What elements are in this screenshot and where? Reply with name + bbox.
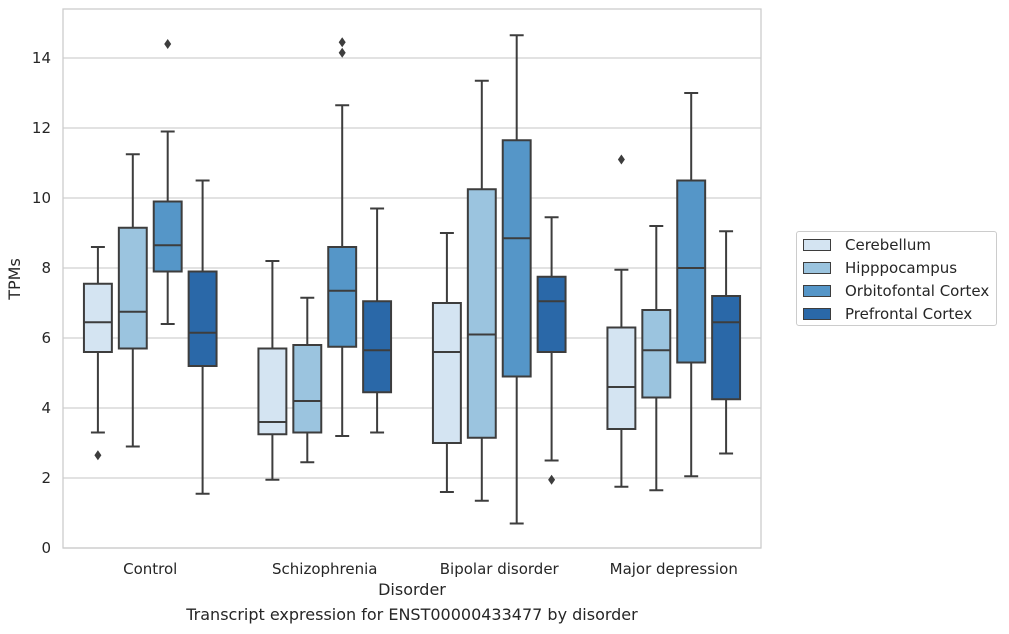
y-tick-label: 12 bbox=[32, 119, 51, 137]
x-tick-label: Major depression bbox=[610, 560, 738, 578]
box-group bbox=[536, 216, 567, 485]
box bbox=[711, 295, 742, 401]
box bbox=[466, 188, 497, 439]
box bbox=[327, 246, 358, 348]
outlier-point bbox=[338, 47, 346, 58]
legend-swatch-prefrontal bbox=[803, 308, 831, 320]
tick-labels: 0 2 4 6 8 10 12 14 Control Schizophrenia Bipolar d… bbox=[32, 49, 738, 578]
box-group bbox=[82, 246, 113, 461]
y-tick-label: 6 bbox=[41, 329, 51, 347]
box bbox=[257, 347, 288, 436]
legend-label-orbitofrontal: Orbitofontal Cortex bbox=[845, 282, 990, 300]
y-tick-label: 2 bbox=[41, 469, 51, 487]
box-group bbox=[117, 153, 148, 448]
box bbox=[501, 139, 532, 378]
box bbox=[641, 309, 672, 399]
box-group bbox=[466, 79, 497, 502]
box bbox=[606, 326, 637, 430]
box-group bbox=[187, 179, 218, 495]
outlier-point bbox=[94, 450, 102, 461]
legend-item-cerebellum: Cerebellum bbox=[803, 235, 931, 255]
legend-swatch-orbitofrontal bbox=[803, 285, 831, 297]
legend-item-orbitofrontal: Orbitofontal Cortex bbox=[803, 281, 989, 301]
y-tick-label: 4 bbox=[41, 399, 51, 417]
outlier-point bbox=[164, 39, 172, 49]
box-group bbox=[501, 34, 532, 525]
legend-swatch-hippocampus bbox=[803, 262, 831, 274]
legend-item-prefrontal: Prefrontal Cortex bbox=[803, 304, 972, 324]
x-tick-label: Bipolar disorder bbox=[440, 560, 560, 578]
legend: Cerebellum Hipppocampus Orbitofontal Cor… bbox=[796, 231, 997, 326]
box-group bbox=[676, 92, 707, 478]
box-group bbox=[711, 230, 742, 455]
plot-frame bbox=[62, 8, 762, 549]
box-group bbox=[257, 260, 288, 481]
x-axis-label: Disorder bbox=[378, 580, 446, 599]
x-tick-label: Schizophrenia bbox=[272, 560, 377, 578]
box bbox=[187, 270, 218, 367]
box-group bbox=[152, 39, 183, 325]
outlier-point bbox=[617, 154, 625, 165]
box bbox=[431, 302, 462, 444]
box-group bbox=[641, 225, 672, 492]
outlier-point bbox=[548, 474, 556, 485]
outlier-point bbox=[338, 37, 346, 48]
y-tick-label: 0 bbox=[41, 539, 51, 557]
box-group bbox=[431, 232, 462, 493]
y-tick-label: 14 bbox=[32, 49, 51, 67]
box-group bbox=[362, 207, 393, 434]
box bbox=[362, 300, 393, 394]
box bbox=[117, 226, 148, 350]
x-tick-label: Control bbox=[123, 560, 177, 578]
box bbox=[152, 200, 183, 273]
boxes-layer bbox=[82, 34, 742, 525]
box bbox=[82, 282, 113, 353]
legend-label-hippocampus: Hipppocampus bbox=[845, 259, 958, 277]
box-group bbox=[327, 37, 358, 437]
box bbox=[536, 275, 567, 353]
box bbox=[292, 344, 323, 434]
box-group bbox=[292, 296, 323, 464]
y-axis-label: TPMs bbox=[5, 258, 24, 301]
chart-caption: Transcript expression for ENST0000043347… bbox=[186, 605, 638, 624]
legend-label-cerebellum: Cerebellum bbox=[845, 236, 931, 254]
legend-swatch-cerebellum bbox=[803, 239, 831, 251]
y-tick-label: 8 bbox=[41, 259, 51, 277]
legend-item-hippocampus: Hipppocampus bbox=[803, 258, 957, 278]
y-tick-label: 10 bbox=[32, 189, 51, 207]
box-group bbox=[606, 154, 637, 488]
box bbox=[676, 179, 707, 364]
legend-label-prefrontal: Prefrontal Cortex bbox=[845, 305, 973, 323]
